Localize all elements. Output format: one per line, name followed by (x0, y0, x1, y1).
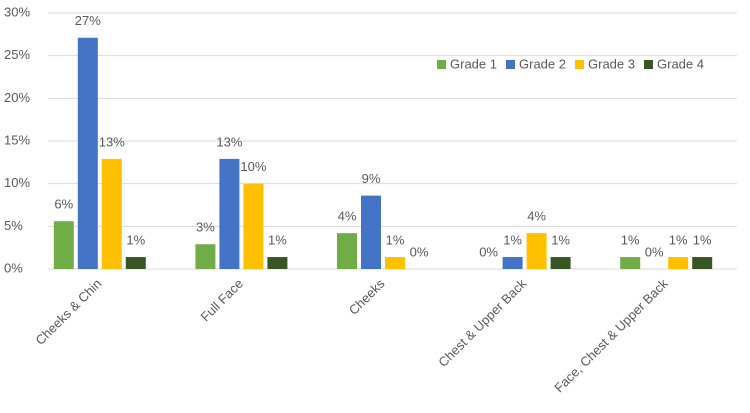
bar (77, 37, 98, 269)
value-label: 10% (240, 159, 266, 174)
value-label: 4% (338, 209, 357, 224)
legend-label: Grade 2 (519, 56, 566, 71)
value-label: 1% (551, 232, 570, 247)
y-tick-label: 5% (4, 218, 23, 233)
bar (620, 257, 641, 269)
bar (668, 257, 689, 269)
value-label: 0% (410, 244, 429, 259)
value-label: 1% (669, 232, 688, 247)
legend-swatch (644, 60, 653, 69)
y-tick-label: 30% (4, 4, 30, 19)
bar (195, 244, 216, 269)
bar (337, 233, 357, 269)
legend-label: Grade 4 (657, 56, 704, 71)
value-label: 1% (503, 232, 522, 247)
value-label: 27% (75, 13, 101, 28)
bar (101, 158, 122, 269)
bar (267, 257, 288, 269)
y-tick-label: 15% (4, 132, 30, 147)
value-label: 13% (216, 134, 242, 149)
value-label: 13% (99, 134, 125, 149)
bar (550, 257, 571, 269)
x-tick-label: Cheeks & Chin (32, 276, 104, 348)
value-label: 4% (527, 209, 546, 224)
x-tick-label: Cheeks (346, 276, 388, 318)
x-tick-label: Full Face (198, 276, 246, 324)
legend-swatch (437, 60, 446, 69)
legend-swatch (575, 60, 584, 69)
bar (385, 257, 405, 269)
value-label: 6% (54, 197, 73, 212)
legend-label: Grade 3 (588, 56, 635, 71)
bar (526, 233, 547, 269)
y-tick-label: 25% (4, 47, 30, 62)
value-label: 1% (126, 232, 145, 247)
bar (502, 257, 523, 269)
bar (53, 221, 74, 269)
y-tick-label: 0% (4, 260, 23, 275)
value-label: 1% (693, 232, 712, 247)
value-label: 9% (362, 171, 381, 186)
legend-label: Grade 1 (450, 56, 497, 71)
y-tick-label: 20% (4, 90, 30, 105)
value-label: 1% (386, 232, 405, 247)
legend-swatch (506, 60, 515, 69)
value-label: 1% (621, 232, 640, 247)
bar (243, 183, 264, 269)
y-tick-label: 10% (4, 175, 30, 190)
value-label: 0% (479, 244, 498, 259)
value-label: 1% (268, 232, 287, 247)
bar (361, 195, 381, 269)
x-tick-label: Face, Chest & Upper Back (551, 276, 671, 396)
bar (125, 257, 146, 269)
value-label: 0% (645, 244, 664, 259)
x-tick-label: Chest & Upper Back (435, 276, 529, 370)
bar (219, 158, 240, 269)
bar (692, 257, 713, 269)
value-label: 3% (196, 220, 215, 235)
